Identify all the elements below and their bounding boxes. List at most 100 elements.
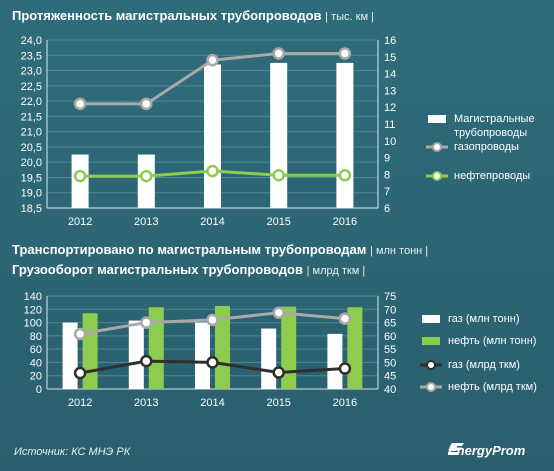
chart2-legend-swatch bbox=[422, 337, 440, 345]
chart1-right-tick-label: 10 bbox=[384, 136, 396, 148]
chart2-legend-label: нефть (млн тонн) bbox=[448, 335, 536, 347]
chart2-point bbox=[140, 354, 153, 368]
chart1-legend-label: Магистральные bbox=[454, 113, 535, 125]
chart2-bar bbox=[148, 307, 164, 389]
chart2-bar bbox=[195, 322, 210, 389]
chart1-point bbox=[140, 169, 153, 183]
top-chart-unit: | тыс. км | bbox=[325, 11, 374, 23]
top-chart-title-text: Протяженность магистральных трубопроводо… bbox=[12, 8, 322, 23]
energyprom-logo: EnergyProm bbox=[448, 443, 525, 458]
chart1-category-label: 2012 bbox=[68, 216, 92, 228]
chart1-point bbox=[338, 47, 352, 60]
chart2-right-tick-label: 60 bbox=[384, 331, 396, 343]
chart1-bar bbox=[270, 62, 288, 209]
chart1-left-tick-label: 19,0 bbox=[21, 188, 42, 200]
chart2-right-tick-label: 45 bbox=[384, 371, 396, 383]
chart1-right-tick-label: 8 bbox=[384, 169, 390, 181]
chart1-left-tick-label: 24,0 bbox=[21, 35, 42, 47]
chart2-legend-label: газ (млрд ткм) bbox=[448, 359, 520, 371]
chart1-legend-swatch bbox=[428, 115, 446, 123]
chart1-right-tick-label: 15 bbox=[384, 52, 396, 64]
chart1-left-tick-label: 22,5 bbox=[21, 81, 42, 93]
chart1-right-tick-label: 13 bbox=[384, 85, 396, 97]
chart2-legend-marker bbox=[426, 382, 436, 392]
chart2-bar bbox=[261, 328, 277, 389]
chart2-category-label: 2015 bbox=[266, 397, 290, 409]
chart2-point bbox=[338, 362, 352, 375]
chart2-right-tick-label: 50 bbox=[384, 357, 396, 369]
chart2-right-tick-label: 40 bbox=[384, 384, 396, 396]
chart2-left-tick-label: 60 bbox=[30, 344, 42, 356]
chart2-bar bbox=[82, 313, 98, 389]
chart1-bar bbox=[204, 64, 221, 208]
chart2-point bbox=[338, 312, 352, 325]
bottom-chart-title-2-text: Грузооборот магистральных трубопроводов bbox=[12, 262, 303, 277]
chart2-category-label: 2014 bbox=[200, 397, 224, 409]
chart2-point bbox=[206, 313, 219, 327]
chart1-left-tick-label: 23,0 bbox=[21, 66, 42, 78]
chart2-left-tick-label: 20 bbox=[30, 371, 42, 383]
chart1-right-tick-label: 7 bbox=[384, 186, 390, 198]
chart2-legend-marker bbox=[426, 360, 436, 370]
chart1-point bbox=[73, 97, 87, 111]
chart2-category-label: 2016 bbox=[333, 397, 357, 409]
chart2-left-tick-label: 40 bbox=[30, 357, 42, 369]
chart2-legend-label: нефть (млрд ткм) bbox=[448, 381, 537, 393]
chart2-point bbox=[206, 356, 219, 369]
chart2-point bbox=[73, 327, 87, 341]
chart1-left-tick-label: 19,5 bbox=[21, 172, 42, 184]
chart2-bar bbox=[327, 333, 343, 389]
chart2-point bbox=[272, 366, 285, 379]
chart2-right-tick-label: 70 bbox=[384, 304, 396, 316]
chart2-left-tick-label: 120 bbox=[24, 304, 42, 316]
chart1-right-tick-label: 11 bbox=[384, 119, 395, 131]
chart1-left-tick-label: 23,5 bbox=[21, 50, 42, 62]
chart1-category-label: 2015 bbox=[266, 216, 290, 228]
chart1-right-tick-label: 9 bbox=[384, 153, 390, 165]
chart1-bar bbox=[336, 62, 354, 209]
chart1-right-tick-label: 16 bbox=[384, 35, 396, 47]
bottom-chart-title-1: Транспортировано по магистральным трубоп… bbox=[12, 242, 428, 257]
chart1-right-tick-label: 14 bbox=[384, 69, 396, 81]
energyprom-logo-icon bbox=[448, 443, 464, 455]
chart2-right-tick-label: 75 bbox=[384, 291, 396, 303]
chart2-right-tick-label: 55 bbox=[384, 344, 396, 356]
chart2-bar bbox=[281, 306, 297, 389]
chart2-bar bbox=[62, 322, 78, 389]
chart2-left-tick-label: 0 bbox=[36, 384, 42, 396]
chart1-right-tick-label: 6 bbox=[384, 203, 390, 215]
chart2-left-tick-label: 80 bbox=[30, 331, 42, 343]
chart1-legend-label: трубопроводы bbox=[454, 127, 527, 139]
chart1-point bbox=[206, 164, 219, 178]
chart1-legend-label: нефтепроводы bbox=[454, 170, 530, 182]
chart1-legend-label: газопроводы bbox=[454, 141, 519, 153]
chart2-point bbox=[272, 306, 285, 319]
chart1-point bbox=[272, 47, 285, 60]
chart1-left-tick-label: 21,0 bbox=[21, 127, 42, 139]
chart1-category-label: 2016 bbox=[333, 216, 357, 228]
chart1-right-tick-label: 12 bbox=[384, 102, 396, 114]
chart1-category-label: 2013 bbox=[134, 216, 158, 228]
chart2-bar bbox=[347, 307, 363, 389]
chart2-bar bbox=[215, 305, 230, 389]
bottom-chart-unit-1: | млн тонн | bbox=[370, 245, 429, 257]
chart2-point bbox=[140, 316, 153, 329]
chart1-point bbox=[272, 168, 285, 182]
chart1-left-tick-label: 21,5 bbox=[21, 111, 42, 123]
chart1-left-tick-label: 22,0 bbox=[21, 96, 42, 108]
source-note: Источник: КС МНЭ РК bbox=[14, 446, 131, 458]
chart2-legend-swatch bbox=[422, 315, 440, 323]
bottom-chart-title-1-text: Транспортировано по магистральным трубоп… bbox=[12, 242, 367, 257]
chart1-left-tick-label: 20,0 bbox=[21, 157, 42, 169]
chart2-point bbox=[73, 366, 87, 380]
chart2-legend-label: газ (млн тонн) bbox=[448, 313, 519, 325]
chart1-left-tick-label: 20,5 bbox=[21, 142, 42, 154]
chart1-left-tick-label: 18,5 bbox=[21, 203, 42, 215]
energyprom-logo-text: EnergyProm bbox=[448, 443, 526, 458]
chart2-category-label: 2012 bbox=[68, 397, 92, 409]
chart2-right-tick-label: 65 bbox=[384, 318, 396, 330]
chart1-point bbox=[140, 97, 153, 111]
chart1-category-label: 2014 bbox=[200, 216, 224, 228]
chart2-left-tick-label: 140 bbox=[24, 291, 42, 303]
